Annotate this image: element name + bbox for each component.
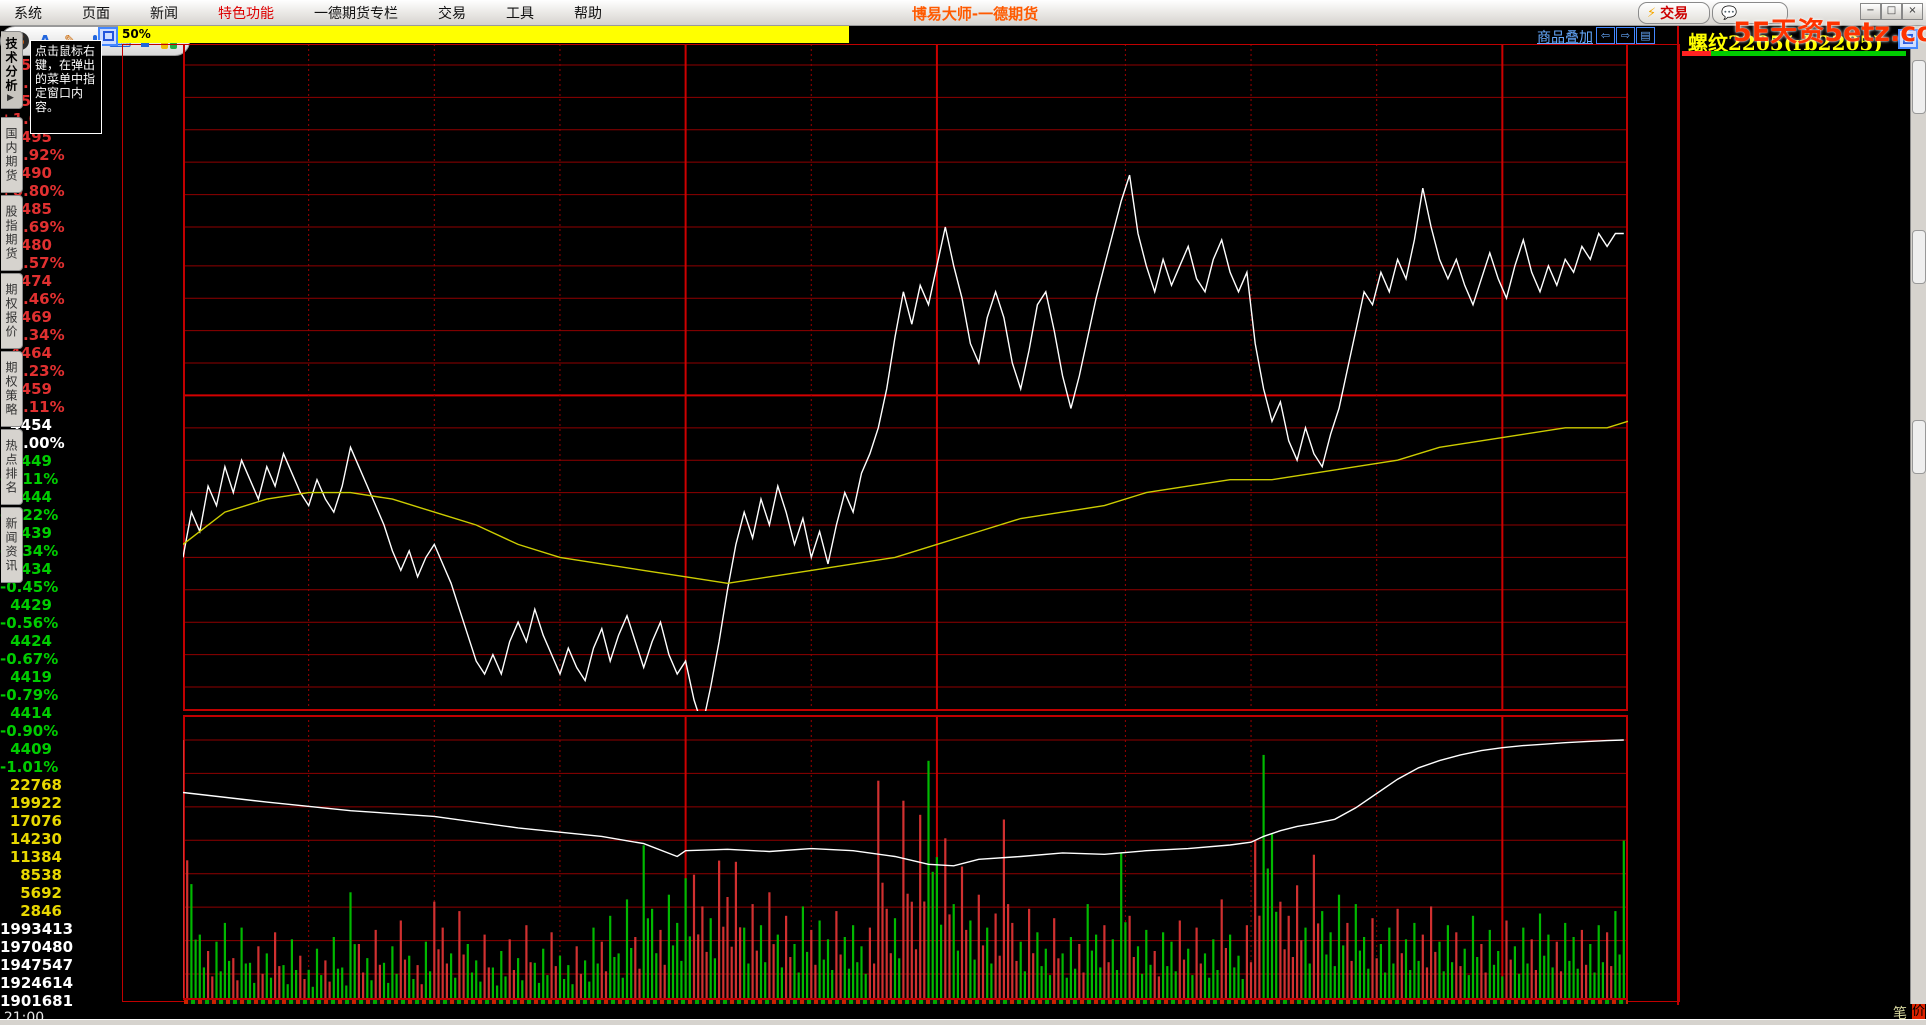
sidebar-tab-label: 热点排名 bbox=[4, 439, 18, 495]
menu-item-一德期货专栏[interactable]: 一德期货专栏 bbox=[314, 5, 398, 22]
price-axis-label: 4424 bbox=[10, 632, 52, 650]
sidebar-tab-label: 国内期货 bbox=[4, 127, 18, 183]
lightning-icon: ⚡ bbox=[1647, 5, 1657, 21]
menu-item-工具[interactable]: 工具 bbox=[506, 5, 534, 22]
price-axis-label: 4409 bbox=[10, 740, 52, 758]
price-axis-label: 4419 bbox=[10, 668, 52, 686]
sidebar-tab-label: 技术分析 bbox=[4, 37, 18, 93]
tab-tick-list[interactable]: 笔 bbox=[1893, 1006, 1907, 1022]
sidebar-tab-国内期货[interactable]: 国内期货 bbox=[1, 117, 23, 193]
volume-axis-label: 5692 bbox=[20, 884, 62, 902]
chat-bubble-icon: 💬 bbox=[1721, 5, 1738, 21]
volume-axis-label: 14230 bbox=[9, 830, 62, 848]
menu-bar: 系统 页面 新闻 特色功能 一德期货专栏 交易 工具 帮助 bbox=[0, 0, 1926, 26]
percent-axis-label: -0.56% bbox=[0, 614, 59, 632]
buy-sell-ratio-bar bbox=[1682, 51, 1906, 56]
open-interest-axis-label: 1970480 bbox=[0, 938, 74, 956]
ratio-red-segment bbox=[1682, 51, 1712, 56]
price-axis-label: 4429 bbox=[10, 596, 52, 614]
sidebar-tab-技术分析[interactable]: 技术分析 ▶ bbox=[1, 31, 23, 109]
average-line bbox=[183, 420, 1628, 585]
minimize-button[interactable]: − bbox=[1860, 3, 1881, 20]
tab-price-list[interactable]: 价 bbox=[1912, 1004, 1926, 1019]
maximize-button[interactable]: □ bbox=[1881, 3, 1902, 20]
menu-item-交易[interactable]: 交易 bbox=[438, 5, 466, 22]
zoom-percent-label: 50% bbox=[122, 27, 151, 41]
hint-tooltip: 点击鼠标右键，在弹出的菜单中指定窗口内容。 bbox=[30, 40, 102, 134]
price-line bbox=[183, 174, 1624, 711]
sidebar-tab-label: 股指期货 bbox=[4, 205, 18, 261]
watermark: 5E天资5etz.com bbox=[1733, 17, 1926, 48]
window-bottom-bar bbox=[0, 1019, 1926, 1025]
x-axis-tick-strip bbox=[184, 1000, 1628, 1004]
price-pane-chart bbox=[183, 44, 1628, 711]
menu-item-系统[interactable]: 系统 bbox=[14, 5, 42, 22]
sidebar-tab-期权报价[interactable]: 期权报价 bbox=[1, 273, 23, 349]
panel-scrollbar[interactable] bbox=[1910, 26, 1926, 1004]
sidebar-tab-新闻资讯[interactable]: 新闻资讯 bbox=[1, 507, 23, 583]
sidebar-tab-股指期货[interactable]: 股指期货 bbox=[1, 195, 23, 271]
sidebar-tab-热点排名[interactable]: 热点排名 bbox=[1, 429, 23, 505]
percent-axis-label: -0.79% bbox=[0, 686, 59, 704]
open-interest-axis-label: 1993413 bbox=[0, 920, 74, 938]
menu-item-特色功能[interactable]: 特色功能 bbox=[218, 5, 274, 22]
open-interest-axis-label: 1901681 bbox=[0, 992, 74, 1010]
window-title: 博易大师-一德期货 bbox=[911, 5, 1039, 23]
percent-axis-label: -1.01% bbox=[0, 758, 59, 776]
open-interest-line bbox=[183, 739, 1624, 867]
restore-window-icon[interactable] bbox=[98, 27, 118, 46]
arrow-left-icon[interactable]: ⇦ bbox=[1596, 27, 1615, 44]
trade-button-label: 交易 bbox=[1660, 6, 1689, 22]
scrollbar-thumb[interactable] bbox=[1912, 230, 1926, 284]
sidebar-tab-label: 期权报价 bbox=[4, 283, 18, 339]
menu-item-页面[interactable]: 页面 bbox=[82, 5, 110, 22]
menu-item-新闻[interactable]: 新闻 bbox=[150, 5, 178, 22]
volume-axis-label: 19922 bbox=[9, 794, 62, 812]
panel-divider bbox=[1677, 26, 1679, 1005]
percent-axis-label: -0.90% bbox=[0, 722, 59, 740]
percent-axis-label: -0.67% bbox=[0, 650, 59, 668]
scrollbar-thumb[interactable] bbox=[1912, 60, 1926, 114]
volume-axis-label: 17076 bbox=[9, 812, 62, 830]
sidebar-tab-label: 新闻资讯 bbox=[4, 517, 18, 573]
arrow-right-icon[interactable]: ⇨ bbox=[1616, 27, 1635, 44]
open-interest-axis-label: 1947547 bbox=[0, 956, 74, 974]
contract-window-icon[interactable] bbox=[1898, 29, 1918, 49]
scrollbar-thumb[interactable] bbox=[1912, 420, 1926, 474]
expand-arrow-icon: ▶ bbox=[7, 93, 16, 103]
overlay-link[interactable]: 商品叠加 bbox=[1537, 30, 1593, 46]
close-button[interactable]: × bbox=[1902, 3, 1923, 20]
volume-bars bbox=[183, 740, 1625, 998]
chat-button[interactable]: 💬 bbox=[1712, 2, 1788, 24]
volume-axis-label: 2846 bbox=[20, 902, 62, 920]
sidebar-tab-期权策略[interactable]: 期权策略 bbox=[1, 351, 23, 427]
price-axis-label: 4414 bbox=[10, 704, 52, 722]
sidebar-tab-label: 期权策略 bbox=[4, 361, 18, 417]
volume-axis-label: 11384 bbox=[9, 848, 62, 866]
zoom-percent-bar: 50% bbox=[118, 26, 849, 43]
open-interest-axis-label: 1924614 bbox=[0, 974, 74, 992]
volume-axis-label: 22768 bbox=[9, 776, 62, 794]
split-view-icon[interactable]: ▤ bbox=[1636, 27, 1655, 44]
volume-pane-chart bbox=[183, 715, 1628, 1000]
trade-button[interactable]: ⚡ 交易 bbox=[1638, 2, 1710, 24]
menu-item-帮助[interactable]: 帮助 bbox=[574, 5, 602, 22]
volume-axis-label: 8538 bbox=[20, 866, 62, 884]
